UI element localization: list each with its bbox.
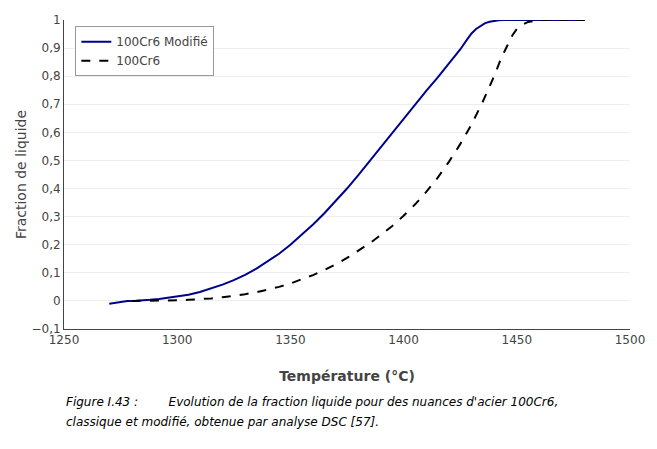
svg-text:0,9: 0,9 [42, 41, 61, 55]
svg-text:1: 1 [53, 13, 61, 27]
svg-text:0,3: 0,3 [42, 210, 61, 224]
svg-text:Fraction de liquide: Fraction de liquide [13, 110, 29, 239]
svg-text:Figure I.43 : Evolution: Figure I.43 : Evolution de la fraction l… [66, 395, 558, 409]
svg-text:0,2: 0,2 [42, 238, 61, 252]
svg-text:1300: 1300 [162, 333, 193, 347]
svg-text:0,7: 0,7 [42, 97, 61, 111]
svg-text:Température (°C): Température (°C) [279, 368, 415, 384]
svg-text:1450: 1450 [502, 333, 533, 347]
svg-text:0,4: 0,4 [42, 182, 61, 196]
svg-text:classique et modifié, obtenue: classique et modifié, obtenue par analys… [66, 415, 379, 429]
svg-text:0,8: 0,8 [42, 69, 61, 83]
svg-text:0: 0 [53, 294, 61, 308]
svg-text:0,1: 0,1 [42, 266, 61, 280]
svg-text:1500: 1500 [615, 333, 646, 347]
svg-text:0,6: 0,6 [42, 126, 61, 140]
svg-text:1350: 1350 [275, 333, 306, 347]
svg-text:1250: 1250 [49, 333, 80, 347]
svg-text:0,5: 0,5 [42, 154, 61, 168]
svg-text:100Cr6: 100Cr6 [116, 54, 160, 68]
svg-text:−0,1: −0,1 [31, 322, 60, 336]
svg-text:100Cr6 Modifié: 100Cr6 Modifié [116, 35, 207, 49]
svg-text:1400: 1400 [388, 333, 419, 347]
